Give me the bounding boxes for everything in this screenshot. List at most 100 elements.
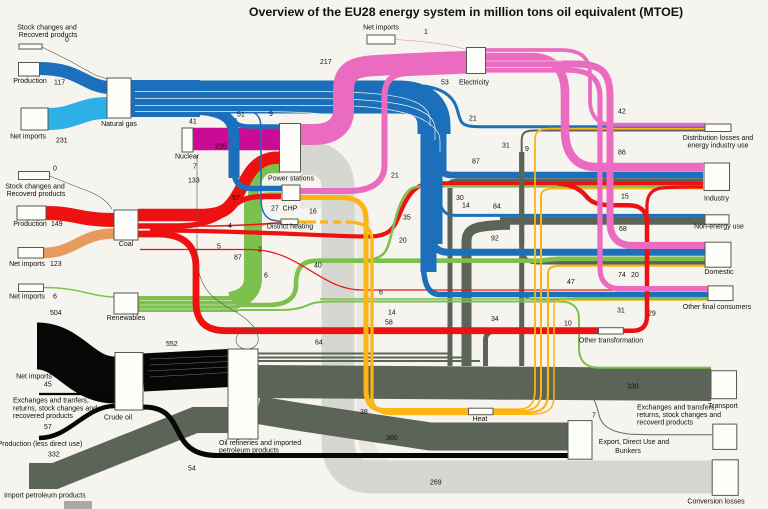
svg-text:Heat: Heat [473,416,488,423]
svg-text:504: 504 [50,310,62,317]
svg-text:0: 0 [53,166,57,173]
svg-text:20: 20 [399,238,407,245]
svg-text:332: 332 [48,452,60,459]
svg-text:energy industry use: energy industry use [687,143,748,150]
svg-text:Natural gas: Natural gas [101,121,137,128]
svg-text:552: 552 [166,341,178,348]
svg-text:Overview of the EU28 energy sy: Overview of the EU28 energy system in mi… [249,5,683,19]
svg-text:15: 15 [621,194,629,201]
svg-text:51: 51 [237,112,245,119]
svg-text:Exchanges and transfers,: Exchanges and transfers, [637,405,716,412]
svg-text:64: 64 [315,340,323,347]
svg-text:returns, stock changes and: returns, stock changes and [637,412,721,419]
svg-text:58: 58 [385,320,393,327]
svg-text:Bunkers: Bunkers [615,448,641,455]
svg-text:41: 41 [189,119,197,126]
svg-text:54: 54 [188,466,196,473]
svg-text:42: 42 [618,109,626,116]
svg-text:7: 7 [193,164,197,171]
svg-text:31: 31 [502,143,510,150]
svg-text:31: 31 [617,308,625,315]
svg-text:Recoverd products: Recoverd products [7,191,66,198]
svg-text:1: 1 [424,29,428,36]
svg-text:6: 6 [379,290,383,297]
svg-text:133: 133 [188,178,200,185]
svg-text:7: 7 [592,412,596,419]
svg-text:Exchanges and tranfers,: Exchanges and tranfers, [13,398,89,405]
svg-text:6: 6 [264,273,268,280]
svg-text:86: 86 [618,150,626,157]
svg-text:149: 149 [51,221,63,228]
svg-text:Non-energy use: Non-energy use [694,224,744,231]
svg-text:87: 87 [234,255,242,262]
svg-text:226: 226 [215,144,227,151]
svg-text:Production: Production [13,78,47,85]
svg-text:87: 87 [472,159,480,166]
svg-text:Net imports: Net imports [16,374,52,381]
svg-text:Conversion losses: Conversion losses [687,499,745,506]
svg-text:Other transformation: Other transformation [579,338,643,345]
svg-text:29: 29 [648,311,656,318]
svg-text:Industry: Industry [704,196,729,203]
svg-text:Transport: Transport [708,403,738,410]
svg-text:Power stations: Power stations [268,176,314,183]
svg-text:47: 47 [567,279,575,286]
svg-text:16: 16 [309,209,317,216]
svg-text:53: 53 [441,80,449,87]
svg-text:217: 217 [320,59,332,66]
svg-text:68: 68 [619,226,627,233]
svg-text:Stock changes and: Stock changes and [17,25,77,32]
svg-text:Net imports: Net imports [9,261,45,268]
svg-text:9: 9 [525,146,529,153]
svg-text:4: 4 [228,223,232,230]
svg-text:35: 35 [403,215,411,222]
svg-text:34: 34 [491,316,499,323]
svg-text:92: 92 [491,236,499,243]
svg-text:Export, Direct Use and: Export, Direct Use and [599,439,670,446]
svg-text:21: 21 [469,116,477,123]
svg-text:6: 6 [53,294,57,301]
svg-text:Production: Production [13,221,47,228]
svg-text:30: 30 [456,195,464,202]
svg-text:14: 14 [388,310,396,317]
svg-text:Distribution losses and: Distribution losses and [683,135,754,142]
svg-text:21: 21 [391,173,399,180]
svg-text:Electricity: Electricity [459,80,489,87]
svg-text:40: 40 [314,263,322,270]
svg-text:petroleum products: petroleum products [219,448,279,455]
svg-text:10: 10 [564,321,572,328]
svg-text:27: 27 [271,206,279,213]
svg-text:57: 57 [44,424,52,431]
svg-text:38: 38 [360,409,368,416]
svg-text:CHP: CHP [283,206,298,213]
svg-text:Production (less direct use): Production (less direct use) [0,441,82,448]
svg-text:recovered products: recovered products [13,413,73,420]
svg-text:recoverd products: recoverd products [637,420,694,427]
svg-text:Coal: Coal [119,241,134,248]
svg-text:117: 117 [54,80,65,87]
svg-text:57: 57 [232,195,240,202]
svg-text:Net imports: Net imports [363,25,399,32]
svg-text:Recoverd products: Recoverd products [19,32,78,39]
svg-text:9: 9 [269,111,273,118]
svg-text:District heating: District heating [267,224,313,231]
svg-text:Renewables: Renewables [107,315,146,322]
svg-text:Import petroleum products: Import petroleum products [4,493,86,500]
svg-text:Nuclear: Nuclear [175,154,200,161]
svg-text:269: 269 [430,480,442,487]
svg-text:returns, stock changes and: returns, stock changes and [13,406,97,413]
svg-text:14: 14 [462,203,470,210]
svg-text:45: 45 [44,382,52,389]
svg-text:Other final consumers: Other final consumers [683,304,752,311]
svg-text:84: 84 [493,204,501,211]
svg-text:Crude oil: Crude oil [104,415,132,422]
svg-text:Stock changes and: Stock changes and [5,184,65,191]
svg-text:74: 74 [618,272,626,279]
svg-text:2: 2 [258,247,262,254]
svg-text:20: 20 [631,272,639,279]
svg-text:330: 330 [627,384,639,391]
svg-text:231: 231 [56,138,68,145]
svg-text:5: 5 [217,244,221,251]
svg-text:Net imports: Net imports [10,134,46,141]
svg-text:Domestic: Domestic [704,269,734,276]
